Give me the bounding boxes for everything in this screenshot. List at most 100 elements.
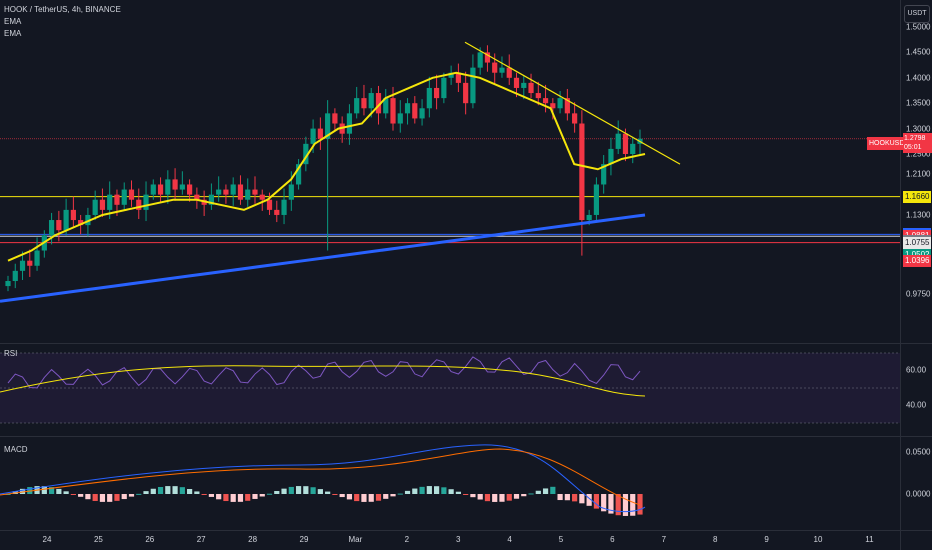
macd-histogram-bar — [259, 494, 265, 497]
macd-histogram-bar — [194, 491, 200, 494]
symbol-title[interactable]: HOOK / TetherUS, 4h, BINANCE — [4, 5, 121, 14]
macd-histogram-bar — [557, 494, 563, 501]
macd-histogram-bar — [499, 494, 505, 502]
currency-button[interactable]: USDT — [904, 5, 930, 23]
candle-body — [484, 52, 491, 63]
candle-body — [615, 133, 621, 149]
candle-body — [368, 93, 374, 109]
candle-body — [346, 113, 353, 134]
macd-histogram-bar — [404, 490, 411, 494]
ema-long-line — [0, 213, 646, 303]
macd-histogram-bar — [48, 487, 55, 494]
macd-histogram-bar — [412, 488, 418, 494]
macd-histogram-bar — [201, 494, 207, 495]
macd-histogram-bar — [448, 489, 454, 494]
candle-body — [187, 184, 193, 195]
current-price-box: 1.2798 05:01 — [903, 133, 932, 153]
macd-histogram-bar — [463, 494, 469, 495]
candle-body — [48, 220, 55, 236]
macd-histogram-bar — [274, 491, 280, 494]
candle-body — [397, 113, 403, 124]
candle-body — [259, 194, 265, 200]
macd-histogram-bar — [354, 494, 360, 502]
macd-tick-label: 0.0500 — [906, 447, 931, 457]
macd-label[interactable]: MACD — [4, 445, 28, 454]
candle-body — [441, 77, 447, 99]
chart-legend: HOOK / TetherUS, 4h, BINANCE EMA EMA — [4, 4, 121, 40]
candle-body — [470, 67, 476, 104]
price-pane[interactable] — [0, 0, 900, 343]
rsi-ma-line — [0, 365, 646, 397]
macd-histogram-bar — [579, 494, 585, 504]
candle-body — [622, 133, 629, 154]
rsi-chart[interactable] — [0, 344, 900, 436]
candle-body — [85, 214, 91, 226]
candle-body — [608, 148, 614, 165]
candle-body — [99, 199, 106, 210]
time-axis-separator — [0, 530, 932, 531]
candle-body — [143, 194, 149, 210]
price-axis[interactable] — [900, 0, 932, 550]
candle-body — [404, 103, 411, 114]
price-level-tag[interactable]: 1.1660 — [903, 190, 932, 203]
macd-histogram-bar — [208, 494, 215, 497]
macd-histogram-bar — [419, 486, 425, 494]
candle-body — [426, 87, 432, 109]
macd-histogram-bar — [157, 486, 164, 494]
macd-histogram-bar — [114, 494, 120, 501]
candlestick-chart[interactable] — [0, 0, 900, 343]
price-level-tag[interactable]: 1.0396 — [903, 254, 932, 267]
candle-body — [27, 260, 33, 266]
macd-histogram-bar — [593, 494, 600, 509]
time-tick-label: 28 — [248, 535, 258, 544]
macd-histogram-bar — [484, 494, 491, 502]
candle-body — [303, 143, 309, 165]
macd-histogram-bar — [92, 494, 98, 501]
rsi-line — [7, 356, 641, 389]
ema-short-line — [7, 71, 646, 262]
candle-body — [121, 189, 127, 205]
candle-body — [354, 98, 360, 114]
macd-histogram-bar — [368, 494, 374, 502]
time-tick-label: 27 — [196, 535, 206, 544]
candle-body — [5, 281, 11, 287]
candle-body — [513, 77, 520, 88]
macd-histogram-bar — [128, 494, 135, 497]
pane-separator[interactable] — [0, 436, 932, 437]
rsi-label[interactable]: RSI — [4, 349, 18, 358]
macd-chart[interactable] — [0, 437, 900, 529]
candle-body — [78, 220, 84, 226]
macd-histogram-bar — [303, 486, 309, 494]
pane-separator[interactable] — [0, 343, 932, 344]
macd-histogram-bar — [332, 494, 338, 495]
candle-body — [375, 93, 382, 114]
ema-indicator-label-2[interactable]: EMA — [4, 29, 22, 38]
macd-line — [0, 444, 646, 513]
macd-histogram-bar — [586, 494, 592, 506]
candle-body — [332, 113, 338, 124]
candle-body — [208, 194, 215, 205]
candle-body — [528, 82, 534, 94]
time-tick-label: 26 — [145, 535, 155, 544]
macd-histogram-bar — [528, 493, 534, 495]
ema-indicator-label-1[interactable]: EMA — [4, 17, 22, 26]
macd-histogram-bar — [41, 486, 47, 494]
price-tick-label: 1.2500 — [906, 149, 931, 159]
macd-histogram-bar — [230, 494, 236, 502]
trendline — [464, 41, 681, 165]
candle-body — [383, 98, 389, 114]
candle-body — [194, 194, 200, 200]
candle-body — [12, 270, 18, 281]
macd-histogram-bar — [637, 494, 643, 515]
price-level-tag[interactable]: 1.0755 — [903, 236, 932, 249]
macd-histogram-bar — [361, 494, 367, 502]
macd-histogram-bar — [27, 487, 33, 494]
candle-body — [165, 179, 171, 195]
macd-histogram-bar — [70, 494, 76, 495]
candle-body — [550, 103, 556, 109]
candle-body — [361, 98, 367, 109]
time-tick-label: 9 — [764, 535, 769, 544]
macd-histogram-bar — [630, 494, 636, 516]
time-tick-label: 24 — [42, 535, 52, 544]
candle-body — [245, 189, 251, 200]
